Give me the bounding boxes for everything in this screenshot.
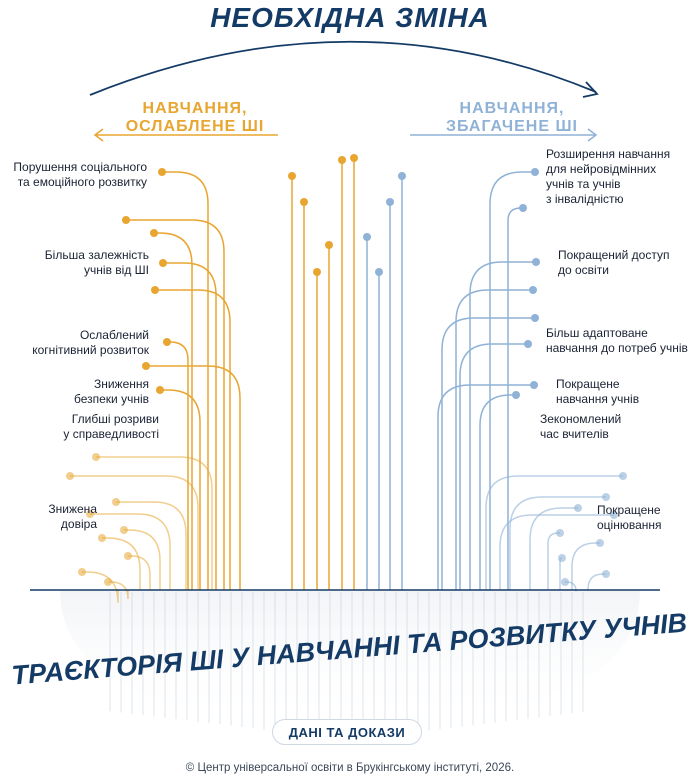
left-arrow-icon bbox=[93, 128, 278, 142]
weakened-curve-1-line bbox=[126, 219, 225, 590]
enriched-curve-9-line bbox=[509, 496, 606, 590]
enriched-curve-6-line bbox=[437, 384, 534, 590]
enriched-curve-8-line bbox=[485, 475, 623, 590]
weakened-curve-0-dot bbox=[158, 168, 166, 176]
left-label-trust: Знижена довіра bbox=[48, 502, 97, 531]
left-label-safety: Зниження безпеки учнів bbox=[73, 377, 149, 406]
enriched-curve-11-line bbox=[499, 514, 614, 590]
weakened-curve-4-line bbox=[155, 289, 231, 590]
weakened-curve-5-dot bbox=[163, 338, 171, 346]
center-dot-3 bbox=[325, 241, 333, 249]
weakened-curve-2-line bbox=[154, 232, 193, 590]
enriched-curve-10-line bbox=[529, 507, 578, 590]
enriched-curve-9-dot bbox=[602, 493, 610, 501]
weakened-curves bbox=[66, 168, 241, 603]
weakened-curve-9-dot bbox=[66, 472, 74, 480]
right-label-neurodivergent: Розширення навчання для нейровідмінних учн… bbox=[546, 147, 671, 206]
lower-lines bbox=[109, 592, 584, 740]
weakened-learning-heading: НАВЧАННЯ, ОСЛАБЛЕНЕ ШІ bbox=[125, 100, 265, 135]
enriched-curve-7-line bbox=[479, 394, 516, 590]
enriched-curve-4-dot bbox=[531, 314, 539, 322]
right-label-learning: Покращене навчання учнів bbox=[556, 377, 640, 406]
change-arc-arrow bbox=[89, 40, 597, 96]
enriched-curve-12-dot bbox=[556, 529, 564, 537]
center-dot-6 bbox=[363, 233, 371, 241]
weakened-curve-8-dot bbox=[92, 453, 100, 461]
weakened-curve-14-dot bbox=[124, 552, 132, 560]
weakened-curve-15-dot bbox=[78, 568, 86, 576]
right-label-teacher-time: Зекономлений час вчителів bbox=[540, 412, 622, 441]
enriched-curve-4-line bbox=[441, 317, 535, 590]
enriched-curve-0-dot bbox=[531, 168, 539, 176]
enriched-curve-5-line bbox=[459, 343, 528, 590]
center-dot-5 bbox=[350, 154, 358, 162]
center-dot-9 bbox=[398, 172, 406, 180]
enriched-curves bbox=[437, 168, 627, 592]
center-dot-7 bbox=[375, 268, 383, 276]
enriched-curve-0-line bbox=[489, 171, 535, 590]
left-label-social-emotional: Порушення соціального та емоційного розви… bbox=[13, 160, 147, 189]
bottom-glow bbox=[60, 590, 640, 725]
center-dot-8 bbox=[386, 198, 394, 206]
left-label-ai-dependence: Більша залежність учнів від ШІ bbox=[44, 248, 149, 277]
weakened-curve-7-line bbox=[160, 389, 201, 590]
enriched-curve-14-line bbox=[559, 557, 562, 590]
weakened-curve-9-line bbox=[70, 475, 199, 590]
copyright-footer: © Центр універсальної освіти в Брукінгсь… bbox=[185, 762, 515, 774]
enriched-curve-6-dot bbox=[530, 381, 538, 389]
center-dot-4 bbox=[338, 156, 346, 164]
enriched-curve-3-dot bbox=[529, 286, 537, 294]
enriched-curve-10-dot bbox=[574, 504, 582, 512]
right-label-assessment: Покращене оцінювання bbox=[597, 503, 662, 532]
weakened-curve-16-dot bbox=[104, 578, 112, 586]
enriched-curve-2-dot bbox=[532, 258, 540, 266]
weakened-curve-11-line bbox=[90, 513, 171, 590]
enriched-curve-13-line bbox=[571, 542, 600, 590]
center-dot-2 bbox=[313, 268, 321, 276]
left-label-equity: Глибші розриви у справедливості bbox=[63, 412, 159, 441]
weakened-curve-11-dot bbox=[86, 510, 94, 518]
enriched-learning-heading: НАВЧАННЯ, ЗБАГАЧЕНЕ ШІ bbox=[446, 100, 578, 135]
center-dot-1 bbox=[300, 198, 308, 206]
enriched-curve-12-line bbox=[547, 532, 560, 590]
enriched-curve-1-dot bbox=[519, 204, 527, 212]
enriched-curve-8-dot bbox=[619, 472, 627, 480]
enriched-curve-5-dot bbox=[524, 340, 532, 348]
weakened-curve-0-line bbox=[162, 171, 209, 590]
page-title: НЕОБХІДНА ЗМІНА bbox=[210, 2, 490, 33]
weakened-curve-3-dot bbox=[159, 259, 167, 267]
center-verticals bbox=[288, 154, 406, 590]
right-label-access: Покращений доступ до освіти bbox=[558, 248, 670, 277]
weakened-curve-6-dot bbox=[142, 362, 150, 370]
enriched-curve-11-dot bbox=[610, 511, 618, 519]
weakened-curve-2-dot bbox=[150, 229, 158, 237]
enriched-curve-3-line bbox=[455, 289, 533, 590]
weakened-curve-12-dot bbox=[120, 526, 128, 534]
weakened-curve-1-dot bbox=[122, 216, 130, 224]
enriched-curve-15-dot bbox=[602, 570, 610, 578]
weakened-curve-13-dot bbox=[98, 534, 106, 542]
enriched-curve-7-dot bbox=[512, 391, 520, 399]
right-arrow-icon bbox=[410, 128, 598, 142]
weakened-curve-12-line bbox=[124, 529, 161, 590]
weakened-curve-8-line bbox=[96, 456, 213, 590]
weakened-curve-7-dot bbox=[156, 386, 164, 394]
weakened-curve-13-line bbox=[102, 537, 141, 590]
enriched-curve-16-dot bbox=[561, 578, 569, 586]
center-dot-0 bbox=[288, 172, 296, 180]
weakened-curve-10-dot bbox=[112, 498, 120, 506]
evidence-button[interactable]: ДАНІ ТА ДОКАЗИ bbox=[272, 719, 422, 745]
enriched-curve-13-dot bbox=[596, 539, 604, 547]
arc-arrowhead-icon bbox=[582, 81, 599, 98]
enriched-curve-14-dot bbox=[558, 554, 566, 562]
weakened-curve-4-dot bbox=[151, 286, 159, 294]
left-label-cognitive: Ослаблений когнітивний розвиток bbox=[32, 328, 149, 357]
weakened-curve-3-line bbox=[163, 262, 217, 590]
weakened-curve-10-line bbox=[116, 501, 187, 590]
right-label-adaptive: Більш адаптоване навчання до потреб учнів bbox=[546, 326, 688, 355]
weakened-curve-6-line bbox=[146, 365, 241, 590]
